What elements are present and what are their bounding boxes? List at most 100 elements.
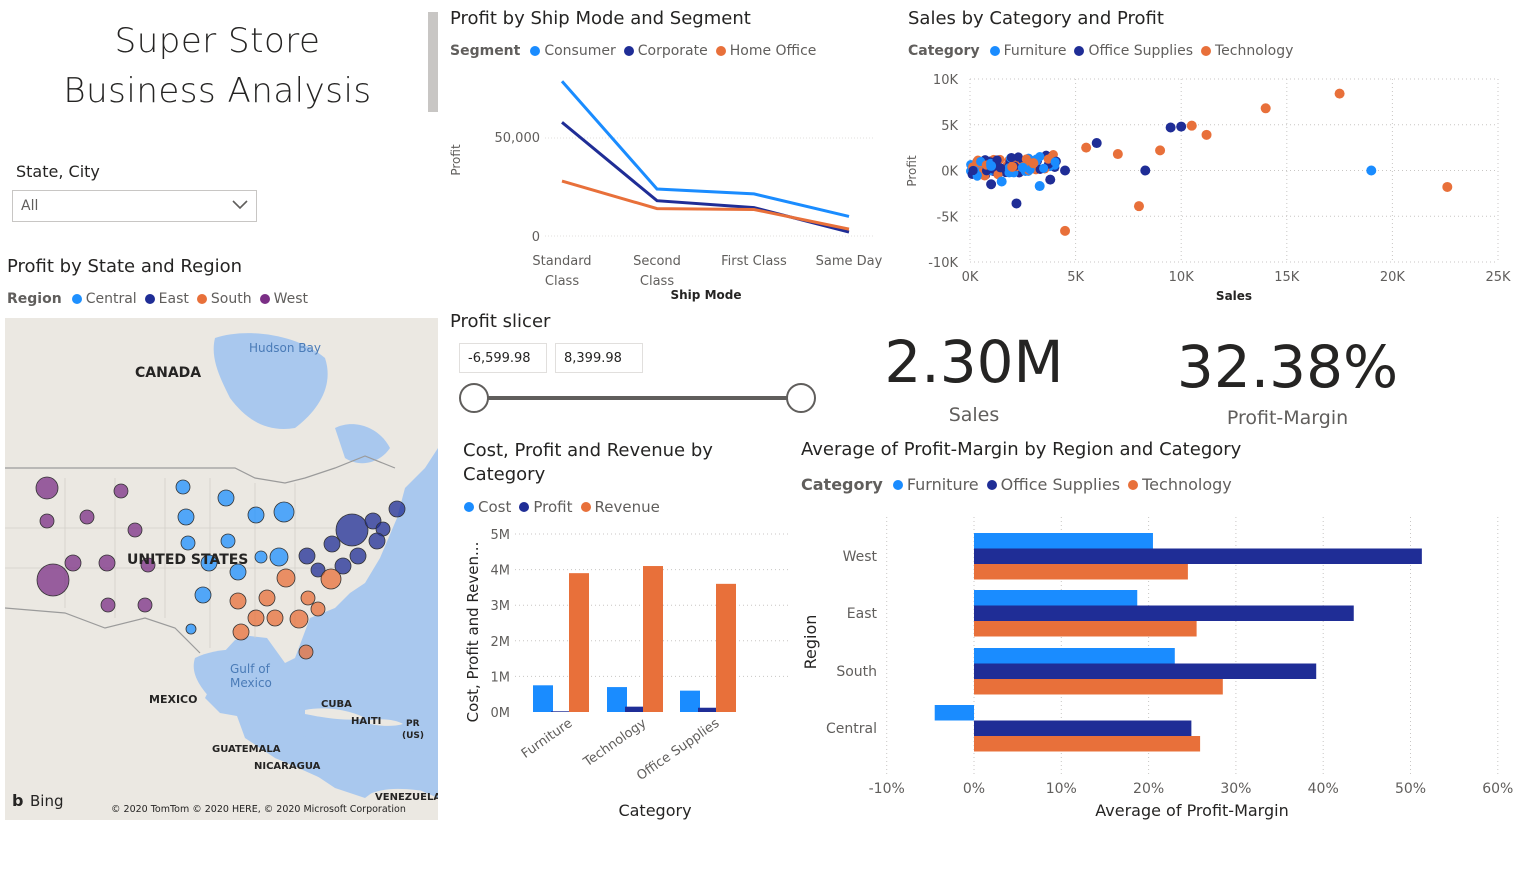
map-copyright: © 2020 TomTom © 2020 HERE, © 2020 Micros… xyxy=(111,804,406,815)
map-bubble-west xyxy=(39,513,55,529)
line-ytick: 0 xyxy=(532,230,540,245)
scatter-point-technology xyxy=(1112,149,1123,160)
scatter-point-technology xyxy=(1186,120,1197,131)
profit-slicer-track[interactable] xyxy=(474,396,801,400)
bar-technology xyxy=(974,736,1201,752)
bar-ytick: Central xyxy=(826,721,877,737)
dashboard-title: Super Store Business Analysis xyxy=(20,16,415,116)
legend-item-central[interactable]: Central xyxy=(71,291,137,307)
scatter-ytick: 0K xyxy=(941,165,958,180)
dashboard-title-line2: Business Analysis xyxy=(63,71,372,111)
scatter-ytick: -10K xyxy=(928,256,958,271)
profit-slicer-max-input[interactable]: 8,399.98 xyxy=(555,343,643,373)
legend-dot xyxy=(1128,479,1139,490)
state-city-value: All xyxy=(21,198,39,214)
profit-slicer-max-handle[interactable] xyxy=(786,383,816,413)
scatter-point xyxy=(1021,154,1031,164)
scatter-points xyxy=(966,88,1453,236)
label-hudson-bay: Hudson Bay xyxy=(249,341,321,355)
legend-item-corporate[interactable]: Corporate xyxy=(623,43,708,59)
legend-label: East xyxy=(158,291,189,307)
legend-label: Profit xyxy=(533,498,573,516)
line-chart-plot[interactable]: Profit 50,000 0 Standard Class Second Cl… xyxy=(445,70,885,310)
map-bubble-west xyxy=(35,476,59,500)
label-haiti: HAITI xyxy=(351,716,381,727)
caribbean-sea xyxy=(265,736,438,796)
line-xtick: Class xyxy=(640,274,674,289)
scatter-point-furniture xyxy=(1017,162,1028,173)
line-series-corporate xyxy=(561,121,850,234)
scatter-point xyxy=(992,155,1002,165)
sales-card-label: Sales xyxy=(948,404,1000,426)
scatter-point-technology xyxy=(1442,181,1453,192)
state-city-dropdown[interactable]: All xyxy=(12,190,257,222)
map-bubble-central xyxy=(247,506,265,524)
bar-furniture xyxy=(974,590,1138,606)
scatter-point-technology xyxy=(1334,88,1345,99)
map-bubble-south xyxy=(232,623,250,641)
map-bubble-central xyxy=(180,535,196,551)
map-bubble-east xyxy=(349,547,367,565)
bar-chart-plot[interactable]: Region Average of Profit-Margin -10% 0% 10… xyxy=(795,505,1515,830)
scatter-chart-ylabel: Profit xyxy=(905,155,919,187)
legend-item-consumer[interactable]: Consumer xyxy=(530,43,616,59)
scatter-point-office-supplies xyxy=(986,179,997,190)
bar-ytick: South xyxy=(836,664,877,680)
us-canada-border xyxy=(5,455,396,484)
column-bar-profit xyxy=(625,706,643,712)
legend-item-office-supplies[interactable]: Office Supplies xyxy=(986,475,1120,494)
legend-item-east[interactable]: East xyxy=(144,291,189,307)
map-canvas[interactable]: Hudson Bay CANADA UNITED STATES Gulf of … xyxy=(5,318,438,820)
bar-technology xyxy=(974,621,1197,637)
legend-item-home-office[interactable]: Home Office xyxy=(715,43,816,59)
map-visual[interactable]: Hudson Bay CANADA UNITED STATES Gulf of … xyxy=(5,318,438,820)
scatter-point xyxy=(995,163,1006,173)
map-bubble-central xyxy=(175,479,191,495)
scatter-point-technology xyxy=(1060,225,1071,236)
legend-label: South xyxy=(210,291,252,307)
legend-dot xyxy=(196,294,207,304)
scatter-point-office-supplies xyxy=(1011,198,1022,209)
map-bubble-west xyxy=(64,554,82,572)
legend-dot xyxy=(1201,46,1211,56)
dashboard-title-line1: Super Store xyxy=(114,21,321,61)
legend-label: Cost xyxy=(478,498,512,516)
map-bubble-central xyxy=(254,550,268,564)
line-xtick: Class xyxy=(545,274,579,289)
scroll-handle[interactable] xyxy=(428,12,438,112)
map-bubble-east xyxy=(310,562,326,578)
column-xtick: Furniture xyxy=(519,716,575,762)
legend-item-technology[interactable]: Technology xyxy=(1128,475,1232,494)
bar-xtick: 50% xyxy=(1395,781,1426,797)
profit-slicer-min-handle[interactable] xyxy=(459,383,489,413)
line-legend-title: Segment xyxy=(450,43,521,59)
legend-item-revenue[interactable]: Revenue xyxy=(580,498,660,516)
legend-item-furniture[interactable]: Furniture xyxy=(989,43,1066,59)
scatter-chart-plot[interactable]: Profit Sales 10K 5K 0K -5K -10K 0K 5K 10K 15K 20K… xyxy=(900,66,1520,306)
legend-item-furniture[interactable]: Furniture xyxy=(892,475,979,494)
label-cuba: CUBA xyxy=(321,699,352,710)
map-bubble-central xyxy=(194,586,212,604)
map-bubble-south xyxy=(320,568,342,590)
legend-item-profit[interactable]: Profit xyxy=(519,498,573,516)
legend-item-south[interactable]: South xyxy=(196,291,252,307)
legend-label: Furniture xyxy=(906,475,979,494)
legend-dot xyxy=(530,46,541,56)
map-bubble-west xyxy=(79,509,95,525)
label-canada: CANADA xyxy=(135,365,201,381)
legend-item-technology[interactable]: Technology xyxy=(1201,43,1293,59)
label-venezuela: VENEZUELA xyxy=(375,792,438,803)
legend-item-west[interactable]: West xyxy=(259,291,308,307)
column-bars xyxy=(533,566,736,712)
column-ytick: 5M xyxy=(491,528,511,543)
label-nicaragua: NICARAGUA xyxy=(254,761,321,772)
legend-label: Corporate xyxy=(637,43,708,59)
scatter-axes: 10K 5K 0K -5K -10K 0K 5K 10K 15K 20K 25K xyxy=(928,73,1511,285)
map-legend: Region Central East South West xyxy=(7,291,308,307)
column-chart-plot[interactable]: Cost, Profit and Reven... Category 5M 4M 3… xyxy=(455,520,800,825)
legend-item-office-supplies[interactable]: Office Supplies xyxy=(1074,43,1193,59)
profit-slicer-min-input[interactable]: -6,599.98 xyxy=(459,343,547,373)
map-bubble-south xyxy=(258,589,276,607)
legend-item-cost[interactable]: Cost xyxy=(464,498,511,516)
